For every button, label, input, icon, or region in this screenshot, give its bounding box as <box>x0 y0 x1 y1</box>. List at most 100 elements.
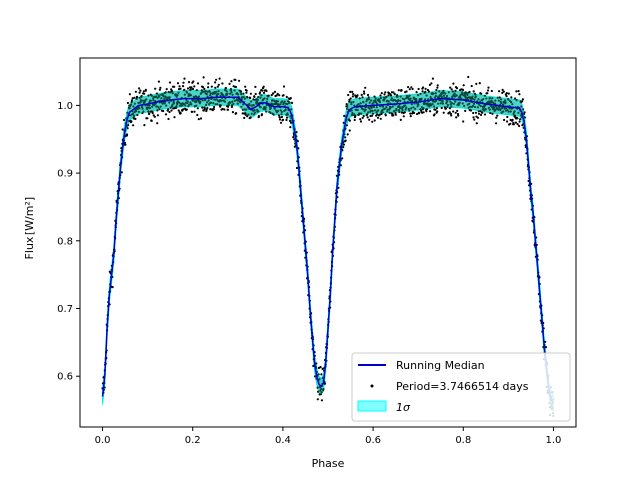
data-point <box>176 94 179 97</box>
data-point <box>434 94 437 98</box>
data-point <box>341 157 344 160</box>
data-point <box>265 110 268 113</box>
data-point <box>158 95 161 98</box>
data-point <box>523 116 527 119</box>
data-point <box>391 105 394 108</box>
data-point <box>217 92 220 96</box>
data-point <box>315 362 318 365</box>
data-point <box>478 82 481 85</box>
data-point <box>272 92 275 95</box>
data-point <box>250 112 253 115</box>
data-point <box>295 166 299 170</box>
data-point <box>416 112 419 116</box>
data-point <box>280 110 283 114</box>
data-point <box>143 124 146 127</box>
data-point <box>449 86 452 89</box>
data-point <box>504 99 507 102</box>
data-point <box>283 100 286 103</box>
data-point <box>361 108 365 111</box>
data-point <box>148 104 151 107</box>
data-point <box>285 116 289 119</box>
data-point <box>470 84 473 88</box>
data-point <box>219 94 222 97</box>
data-point <box>348 100 351 103</box>
data-point <box>464 109 467 112</box>
data-point <box>387 100 390 103</box>
data-point <box>394 99 398 103</box>
data-point <box>155 95 158 98</box>
data-point <box>379 117 382 120</box>
data-point <box>314 375 317 378</box>
data-point <box>276 100 280 103</box>
data-point <box>246 115 249 118</box>
data-point <box>484 108 487 111</box>
data-point <box>358 97 361 100</box>
data-point <box>277 104 280 107</box>
data-point <box>179 112 182 115</box>
data-point <box>468 90 471 94</box>
data-point <box>272 113 275 116</box>
data-point <box>517 90 520 93</box>
data-point <box>150 94 153 97</box>
legend-frame <box>351 352 571 422</box>
data-point <box>260 94 263 97</box>
data-point <box>132 105 135 108</box>
data-point <box>359 102 362 105</box>
data-point <box>218 77 221 80</box>
data-point <box>362 101 365 104</box>
data-point <box>489 111 492 115</box>
data-point <box>357 103 360 106</box>
data-point <box>192 95 196 98</box>
data-point <box>279 121 283 124</box>
data-point <box>417 87 420 91</box>
data-point <box>466 93 469 97</box>
data-point <box>349 97 352 100</box>
data-point <box>401 109 404 112</box>
data-point <box>414 107 417 110</box>
data-point <box>215 78 218 81</box>
x-tick-label: 0.4 <box>275 435 291 446</box>
data-point <box>404 104 407 107</box>
data-point <box>130 99 133 102</box>
data-point <box>156 96 159 99</box>
data-point <box>151 111 154 115</box>
data-point <box>449 100 452 103</box>
data-point <box>506 120 509 123</box>
data-point <box>337 186 340 189</box>
data-point <box>435 88 438 92</box>
data-point <box>280 115 284 119</box>
data-point <box>474 111 478 114</box>
data-point <box>170 109 173 112</box>
data-point <box>424 98 427 101</box>
data-point <box>252 98 255 101</box>
data-point <box>356 108 359 112</box>
data-point <box>206 101 209 104</box>
data-point <box>288 101 291 104</box>
data-point <box>483 94 486 97</box>
data-point <box>197 95 201 98</box>
y-tick-label: 0.9 <box>57 169 73 180</box>
data-point <box>245 108 248 111</box>
data-point <box>473 98 476 101</box>
data-point <box>145 98 148 101</box>
data-point <box>458 101 461 104</box>
data-point <box>423 103 426 106</box>
data-point <box>520 105 523 108</box>
data-point <box>350 109 353 112</box>
data-point <box>507 92 510 95</box>
data-point <box>172 100 175 103</box>
data-point <box>486 89 490 92</box>
data-point <box>156 114 159 117</box>
data-point <box>472 111 475 115</box>
data-point <box>136 113 139 117</box>
data-point <box>262 91 266 94</box>
data-point <box>188 103 191 106</box>
data-point <box>455 94 458 97</box>
data-point <box>203 107 206 110</box>
data-point <box>199 100 202 103</box>
data-point <box>286 103 289 106</box>
data-point <box>195 100 198 103</box>
data-point <box>205 93 208 96</box>
data-point <box>436 110 439 113</box>
data-point <box>518 124 521 128</box>
